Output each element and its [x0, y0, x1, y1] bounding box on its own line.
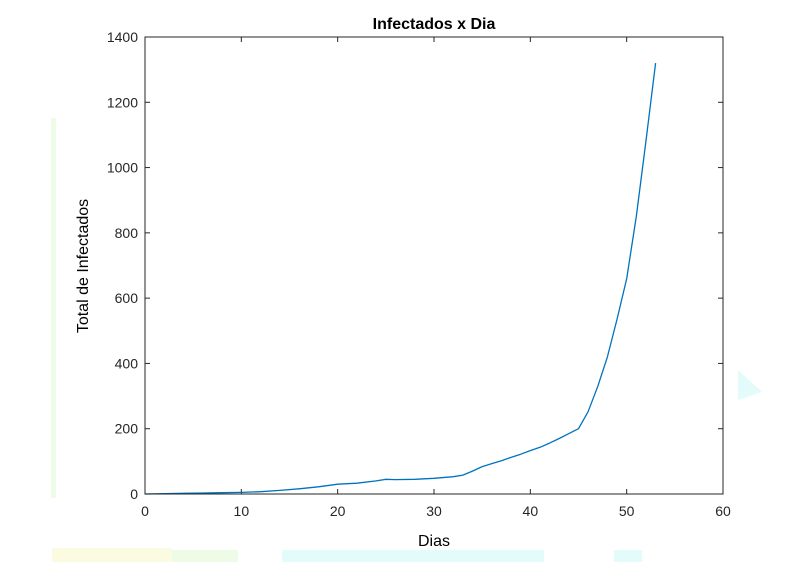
artifact-left-green: [51, 118, 56, 498]
y-tick-label: 1200: [107, 94, 138, 110]
artifact-right-arrow: [738, 370, 762, 400]
x-tick-label: 40: [523, 503, 539, 519]
x-tick-label: 0: [141, 503, 149, 519]
x-tick-label: 60: [715, 503, 731, 519]
x-tick-label: 50: [619, 503, 635, 519]
x-tick-label: 30: [426, 503, 442, 519]
x-axis-label: Dias: [418, 533, 450, 550]
artifact-bottom-yellow: [52, 548, 172, 562]
artifact-bottom-cyan: [282, 550, 544, 562]
y-axis-label: Total de Infectados: [75, 199, 92, 333]
x-tick-label: 20: [330, 503, 346, 519]
chart-title: Infectados x Dia: [373, 16, 496, 33]
decoration-artifacts: [51, 118, 762, 562]
y-tick-label: 400: [115, 355, 139, 371]
x-ticks: 0 10 20 30 40 50 60: [141, 37, 731, 519]
y-tick-label: 1000: [107, 160, 138, 176]
y-ticks: 0 200 400 600 800 1000 1200 1400: [107, 29, 723, 502]
y-tick-label: 800: [115, 225, 139, 241]
plot-area: [145, 37, 723, 494]
y-tick-label: 1400: [107, 29, 138, 45]
series-line: [144, 63, 657, 495]
axes-box: [144, 36, 724, 495]
y-tick-label: 0: [130, 486, 138, 502]
artifact-bottom-cyan-small: [614, 550, 642, 562]
artifact-bottom-green: [172, 550, 238, 562]
x-tick-label: 10: [234, 503, 250, 519]
y-tick-label: 200: [115, 421, 139, 437]
y-tick-label: 600: [115, 290, 139, 306]
series-layer: [144, 63, 657, 495]
